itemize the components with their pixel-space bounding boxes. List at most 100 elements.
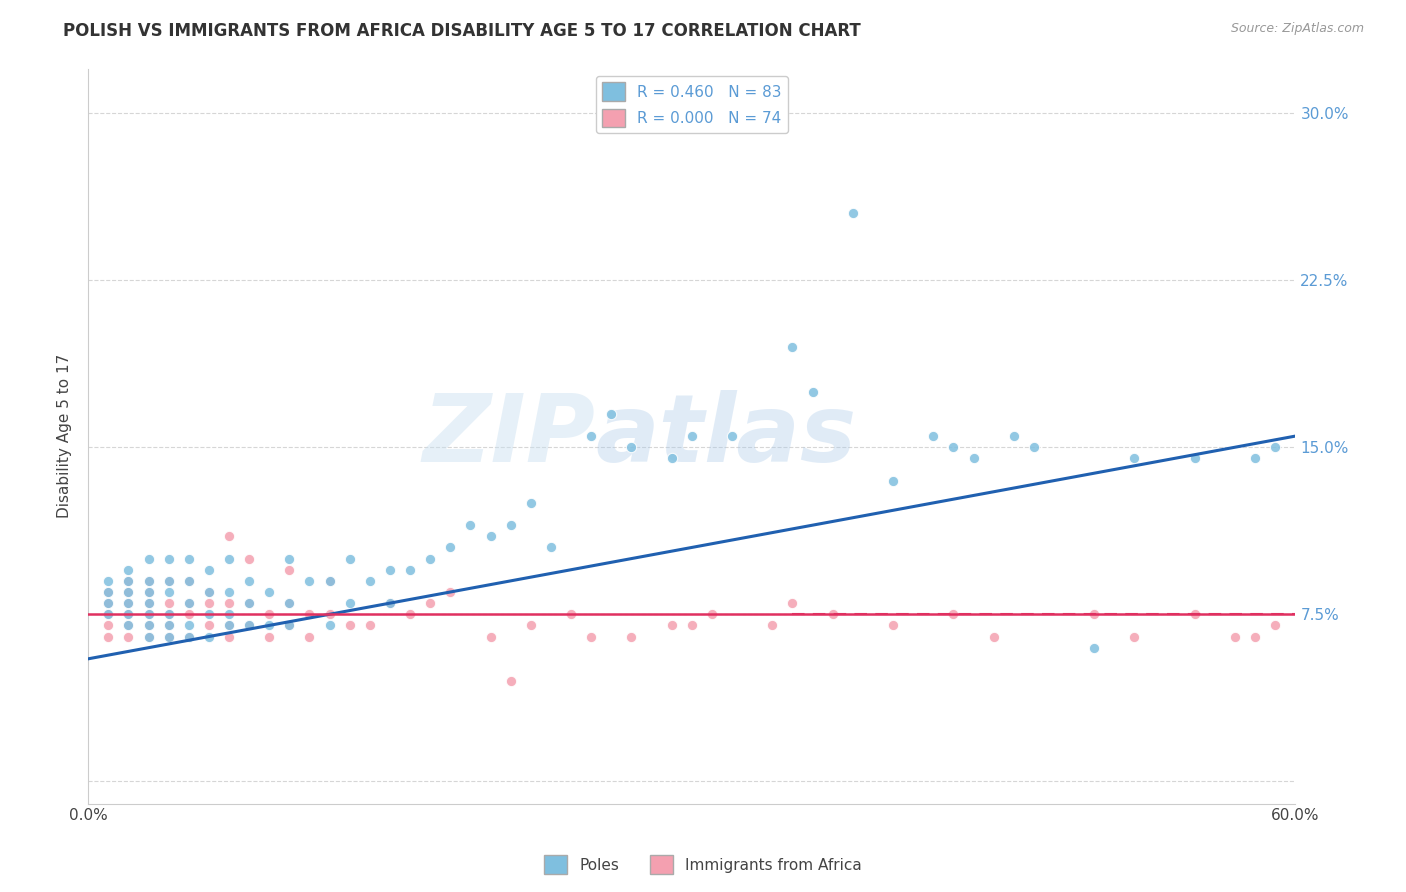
Point (318, 607, 340, 622)
Point (157, 574, 180, 588)
Point (1264, 440, 1286, 454)
Point (661, 618, 683, 632)
Point (700, 607, 723, 622)
Point (882, 474, 904, 488)
Point (540, 541, 562, 555)
Point (1184, 451, 1206, 466)
Point (439, 541, 461, 555)
Point (138, 630, 160, 644)
Point (499, 518, 522, 533)
Point (1022, 440, 1045, 454)
Point (257, 630, 280, 644)
Point (117, 596, 139, 610)
Point (339, 551, 361, 566)
Point (882, 618, 904, 632)
Point (620, 630, 643, 644)
Point (117, 574, 139, 588)
Point (117, 618, 139, 632)
Point (782, 596, 804, 610)
Point (399, 563, 422, 577)
Point (198, 607, 221, 622)
Point (198, 585, 221, 599)
Point (238, 618, 260, 632)
Point (157, 630, 180, 644)
Point (117, 630, 139, 644)
Point (318, 574, 340, 588)
Point (218, 607, 240, 622)
Point (97, 596, 120, 610)
Point (257, 618, 280, 632)
Point (97, 585, 120, 599)
Point (399, 607, 422, 622)
Point (138, 618, 160, 632)
Point (177, 596, 200, 610)
Point (942, 440, 965, 454)
Point (339, 596, 361, 610)
Point (138, 585, 160, 599)
Point (278, 618, 301, 632)
Point (177, 574, 200, 588)
Point (238, 618, 260, 632)
Point (520, 496, 543, 510)
Point (681, 429, 703, 443)
Point (278, 596, 301, 610)
Point (801, 384, 824, 399)
Point (97, 596, 120, 610)
Point (1123, 630, 1146, 644)
Point (318, 574, 340, 588)
Text: POLISH VS IMMIGRANTS FROM AFRICA DISABILITY AGE 5 TO 17 CORRELATION CHART: POLISH VS IMMIGRANTS FROM AFRICA DISABIL… (63, 22, 860, 40)
Point (177, 607, 200, 622)
Point (560, 607, 582, 622)
Point (117, 607, 139, 622)
Point (1244, 630, 1267, 644)
Point (238, 596, 260, 610)
Point (298, 574, 321, 588)
Point (1244, 451, 1267, 466)
Point (177, 630, 200, 644)
Point (419, 596, 441, 610)
Legend: R = 0.460   N = 83, R = 0.000   N = 74: R = 0.460 N = 83, R = 0.000 N = 74 (596, 76, 787, 133)
Point (782, 340, 804, 354)
Point (600, 407, 623, 421)
Point (97, 585, 120, 599)
Point (218, 618, 240, 632)
Point (520, 618, 543, 632)
Point (138, 596, 160, 610)
Point (97, 630, 120, 644)
Point (198, 596, 221, 610)
Point (842, 206, 865, 220)
Point (157, 585, 180, 599)
Point (359, 618, 381, 632)
Point (138, 551, 160, 566)
Point (138, 574, 160, 588)
Point (138, 596, 160, 610)
Point (198, 563, 221, 577)
Point (198, 630, 221, 644)
Point (218, 529, 240, 543)
Point (278, 618, 301, 632)
Point (117, 563, 139, 577)
Point (238, 596, 260, 610)
Point (962, 451, 984, 466)
Point (117, 585, 139, 599)
Point (157, 630, 180, 644)
Point (138, 574, 160, 588)
Point (238, 574, 260, 588)
Point (1083, 607, 1105, 622)
Point (157, 574, 180, 588)
Point (177, 574, 200, 588)
Point (257, 585, 280, 599)
Point (318, 618, 340, 632)
Point (138, 630, 160, 644)
Point (499, 674, 522, 689)
Point (922, 429, 945, 443)
Point (138, 607, 160, 622)
Point (238, 551, 260, 566)
Point (1123, 451, 1146, 466)
Point (359, 574, 381, 588)
Point (177, 630, 200, 644)
Point (983, 630, 1005, 644)
Point (117, 618, 139, 632)
Point (1264, 618, 1286, 632)
Point (97, 618, 120, 632)
